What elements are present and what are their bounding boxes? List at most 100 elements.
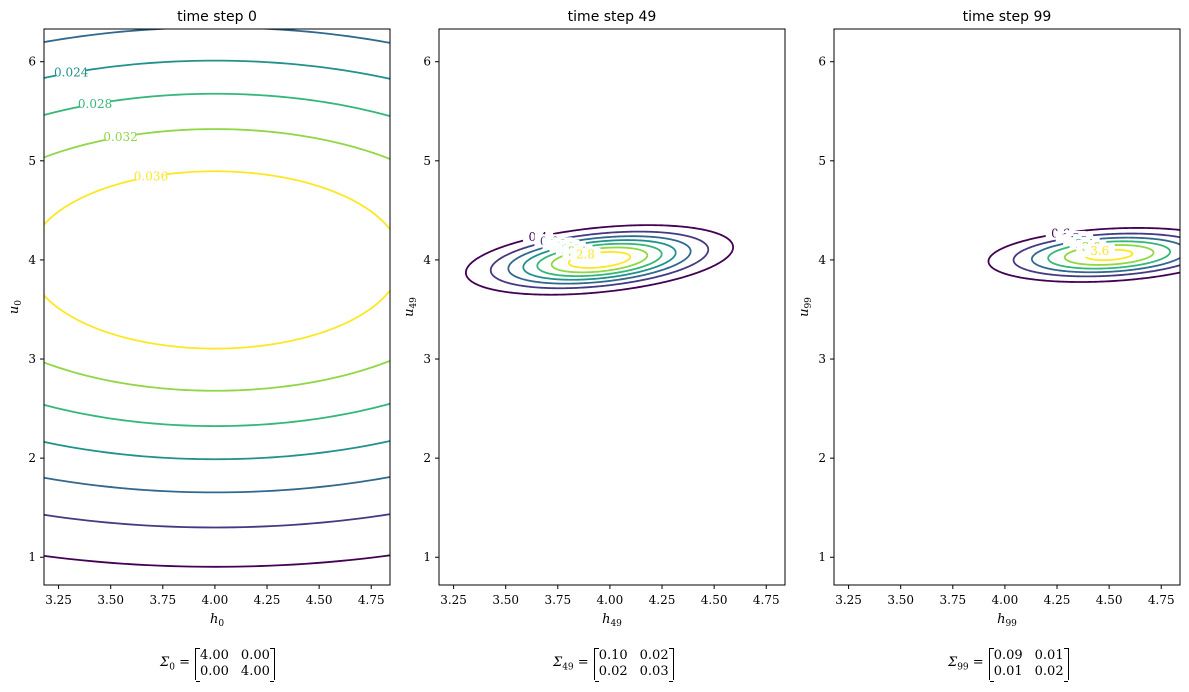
y-tick-label: 6 bbox=[818, 55, 826, 69]
x-tick-label: 4.25 bbox=[1044, 593, 1071, 607]
y-tick-label: 2 bbox=[28, 451, 36, 465]
contour-level-0.6 bbox=[987, 227, 1180, 283]
contour-level-1.6 bbox=[522, 239, 677, 281]
contour-level-2.8 bbox=[567, 251, 632, 269]
covariance-matrix: 4.00 0.00 0.00 4.00 bbox=[194, 648, 275, 682]
y-tick-label: 2 bbox=[818, 451, 826, 465]
y-axis-label: u99 bbox=[797, 297, 814, 317]
contour-level-0.4 bbox=[464, 224, 734, 296]
matrix-cell: 0.02 bbox=[639, 648, 669, 663]
contour-lines: 0.024 0.028 0.032 0.036 bbox=[44, 29, 390, 568]
x-tick-label: 4.75 bbox=[1148, 593, 1175, 607]
contour-panel-0: 0.024 0.028 0.032 0.036 3.25 3.50 3.75 4.00 4.25… bbox=[7, 9, 391, 629]
y-axis-label: u49 bbox=[402, 297, 419, 317]
y-tick-label: 3 bbox=[423, 352, 431, 366]
contour-level-0.032 bbox=[44, 128, 390, 392]
contour-level-0.012 bbox=[44, 554, 390, 568]
x-tick-label: 3.50 bbox=[492, 593, 519, 607]
contour-level-0.036 bbox=[44, 170, 390, 350]
x-tick-label: 4.00 bbox=[202, 593, 229, 607]
x-tick-label: 3.25 bbox=[440, 593, 467, 607]
y-tick-label: 5 bbox=[423, 154, 431, 168]
contour-label: 0.024 bbox=[54, 66, 89, 80]
matrix-cell: 0.01 bbox=[1034, 648, 1064, 663]
matrix-cell: 0.02 bbox=[598, 664, 628, 679]
panel-title: time step 99 bbox=[963, 9, 1052, 25]
matrix-cell: 4.00 bbox=[199, 648, 229, 663]
contour-level-1.2 bbox=[1012, 232, 1180, 278]
matrix-cell: 0.01 bbox=[993, 664, 1023, 679]
contour-level-0.024 bbox=[44, 59, 390, 461]
axes-frame bbox=[43, 28, 391, 586]
covariance-label: Σ49 = 0.10 0.02 0.02 0.03 bbox=[553, 648, 674, 682]
contour-label: 0.028 bbox=[78, 97, 112, 111]
y-tick-label: 4 bbox=[423, 253, 431, 267]
x-tick-label: 4.00 bbox=[597, 593, 624, 607]
covariance-label: Σ99 = 0.09 0.01 0.01 0.02 bbox=[948, 648, 1069, 682]
x-axis-label: h49 bbox=[602, 612, 622, 629]
y-tick-label: 2 bbox=[423, 451, 431, 465]
y-tick-label: 4 bbox=[28, 253, 36, 267]
y-tick-label: 4 bbox=[818, 253, 826, 267]
contour-label: 0.036 bbox=[134, 170, 168, 184]
y-tick-label: 5 bbox=[28, 154, 36, 168]
matrix-cell: 0.09 bbox=[993, 648, 1023, 663]
x-axis-label: h99 bbox=[997, 612, 1017, 629]
contour-label: 0.032 bbox=[103, 130, 137, 144]
x-tick-label: 3.75 bbox=[939, 593, 966, 607]
contour-label: 2.8 bbox=[576, 248, 595, 262]
matrix-cell: 0.00 bbox=[240, 648, 270, 663]
contour-level-0.028 bbox=[44, 92, 390, 427]
contour-level-1.2 bbox=[507, 235, 692, 285]
contour-lines: 0.40.81.21.62.02.42.8 bbox=[464, 224, 734, 296]
contour-label: 3.6 bbox=[1090, 244, 1109, 258]
panel-title: time step 0 bbox=[177, 9, 257, 25]
contour-level-2.0 bbox=[536, 242, 663, 278]
y-tick-label: 6 bbox=[28, 55, 36, 69]
contour-panel-2: 0.61.21.82.43.03.6 3.25 3.50 3.75 4.00 4.25 4.… bbox=[797, 9, 1181, 629]
matrix-cell: 0.00 bbox=[199, 664, 229, 679]
sigma-symbol: Σ99 = bbox=[948, 655, 984, 673]
contour-level-2.4 bbox=[1047, 240, 1171, 270]
y-tick-label: 3 bbox=[818, 352, 826, 366]
y-tick-label: 1 bbox=[818, 550, 826, 564]
contour-level-3.0 bbox=[1063, 244, 1155, 266]
contour-panel-1: 0.40.81.21.62.02.42.8 3.25 3.50 3.75 4.00 4.2… bbox=[402, 9, 786, 629]
y-tick-label: 6 bbox=[423, 55, 431, 69]
contour-level-1.8 bbox=[1031, 236, 1180, 274]
x-tick-label: 3.50 bbox=[887, 593, 914, 607]
covariance-matrix: 0.09 0.01 0.01 0.02 bbox=[988, 648, 1069, 682]
x-axis-label: h0 bbox=[210, 612, 224, 629]
y-tick-label: 1 bbox=[28, 550, 36, 564]
x-tick-label: 3.75 bbox=[149, 593, 176, 607]
x-tick-label: 4.50 bbox=[701, 593, 728, 607]
x-tick-label: 4.25 bbox=[649, 593, 676, 607]
contour-lines: 0.61.21.82.43.03.6 bbox=[987, 226, 1180, 283]
x-tick-label: 3.75 bbox=[544, 593, 571, 607]
x-tick-label: 4.75 bbox=[753, 593, 780, 607]
y-tick-label: 1 bbox=[423, 550, 431, 564]
sigma-symbol: Σ49 = bbox=[553, 655, 589, 673]
covariance-label: Σ0 = 4.00 0.00 0.00 4.00 bbox=[160, 648, 275, 682]
y-tick-label: 5 bbox=[818, 154, 826, 168]
matrix-cell: 0.02 bbox=[1034, 664, 1064, 679]
matrix-cell: 0.10 bbox=[598, 648, 628, 663]
axes-frame bbox=[438, 28, 786, 586]
x-tick-label: 4.25 bbox=[254, 593, 281, 607]
covariance-matrix: 0.10 0.02 0.02 0.03 bbox=[593, 648, 674, 682]
x-tick-label: 3.25 bbox=[45, 593, 72, 607]
sigma-symbol: Σ0 = bbox=[160, 655, 190, 673]
contour-level-2.4 bbox=[550, 246, 649, 274]
x-tick-label: 4.00 bbox=[992, 593, 1019, 607]
x-tick-label: 4.50 bbox=[306, 593, 333, 607]
x-tick-label: 3.50 bbox=[97, 593, 124, 607]
axes-frame bbox=[833, 28, 1181, 586]
x-tick-label: 3.25 bbox=[835, 593, 862, 607]
matrix-cell: 0.03 bbox=[639, 664, 669, 679]
x-tick-label: 4.75 bbox=[358, 593, 385, 607]
matrix-cell: 4.00 bbox=[240, 664, 270, 679]
x-tick-label: 4.50 bbox=[1096, 593, 1123, 607]
panel-title: time step 49 bbox=[568, 9, 657, 25]
contour-level-0.8 bbox=[489, 230, 710, 290]
